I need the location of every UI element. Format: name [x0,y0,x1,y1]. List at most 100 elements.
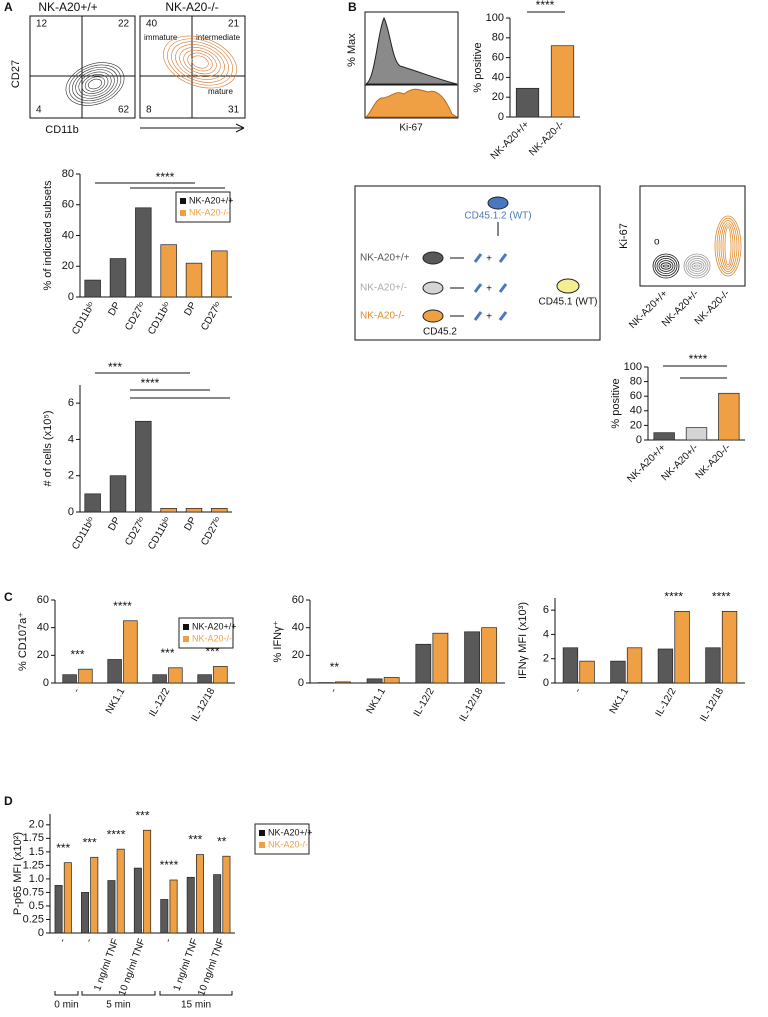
bar [610,660,626,684]
bar [211,250,228,298]
x-tick-label: - [57,937,68,944]
contour [685,255,709,277]
significance: **** [689,352,708,366]
bar [107,880,116,934]
x-tick-label: IL-12/2 [147,686,172,719]
bar [211,508,228,513]
significance: ** [217,834,227,848]
y-tick-label: 0 [68,506,74,518]
bar [135,420,152,513]
y-tick-label: 60 [37,594,49,606]
x-tick-label: NK-A20-/- [694,442,733,481]
y-tick-label: 60 [292,594,304,606]
y-tick-label: 20 [62,260,74,272]
donor-label: CD45.1.2 (WT) [464,211,531,222]
contour [88,78,102,90]
axis [49,814,235,934]
y-tick-label: 20 [292,649,304,661]
y-tick-label: 40 [37,622,49,634]
contour [656,257,676,274]
bar [78,668,93,684]
y-tick-label: 0 [298,677,304,689]
contour [81,74,109,94]
bar [63,862,72,934]
bar [685,427,708,441]
legend-box [175,191,231,223]
y-axis-label: % positive [472,42,484,92]
y-tick-label: 60 [62,199,74,211]
bar [133,867,142,934]
contour [720,222,736,270]
y-tick-label: 6 [68,397,74,409]
bar [169,879,178,934]
y-tick-label: 20 [492,91,504,103]
x-tick-label: 1 ng/ml TNF [172,937,201,992]
y-tick-label: 4 [543,628,549,640]
contour [714,215,742,277]
contour [691,262,703,270]
y-tick-label: 40 [630,405,642,417]
y-tick-label: 1.5 [29,846,44,858]
bar [481,627,498,684]
bar [674,611,690,684]
y-axis-label: % positive [610,378,622,428]
bar [116,848,125,934]
x-tick-label: DP [182,515,199,533]
y-tick-label: 0 [43,677,49,689]
bar [222,855,231,934]
y-tick-label: 20 [37,649,49,661]
x-tick-label: DP [106,515,123,533]
x-tick-label: CD11bˡᵒ [146,515,174,552]
x-tick-label: 10 ng/ml TNF [117,937,148,998]
group-bracket [81,991,156,996]
histogram-curve [364,88,459,118]
x-tick-label: CD27ˡᵒ [123,515,148,547]
contour [191,55,209,69]
quadrant-value: 4 [36,105,42,116]
bar [186,876,195,934]
contour [84,76,106,92]
y-tick-label: 80 [62,168,74,180]
bar [705,647,721,684]
y-tick-label: 1.75 [23,832,44,844]
x-tick-label: DP [182,300,199,318]
significance: *** [135,808,149,822]
legend-label: NK-A20+/+ [268,827,313,837]
x-tick-label: DP [106,300,123,318]
bar [84,493,101,513]
y-tick-label: 2.0 [29,819,44,831]
legend-swatch [259,842,265,848]
significance: *** [56,841,70,855]
x-tick-label: - [83,937,94,944]
bar [657,648,674,684]
significance: **** [536,0,555,12]
contour [724,226,732,266]
quadrant-value: 21 [228,19,240,30]
bar [185,508,203,513]
bar [562,647,579,684]
bar [335,681,351,684]
bar [653,432,675,441]
significance: **** [156,170,175,184]
bar [84,279,101,298]
panel-label: C [4,590,13,604]
bar [62,674,77,684]
x-tick-label: - [328,686,339,694]
y-tick-label: 6 [543,604,549,616]
significance: *** [160,646,174,660]
bar [81,892,89,934]
group-label: 0 min [54,1000,78,1011]
arrow [235,123,245,133]
bar [160,899,169,934]
significance: **** [113,599,132,613]
legend-swatch [180,198,186,204]
y-axis-label: % CD107a⁺ [17,612,29,671]
y-tick-label: 0 [498,111,504,123]
y-tick-label: 0.5 [29,900,44,912]
genotype-label: NK-A20+/+ [360,253,410,264]
significance: **** [712,590,731,604]
contour [179,47,221,77]
contour-y-label: Ki-67 [618,223,630,249]
significance: ** [330,660,340,674]
